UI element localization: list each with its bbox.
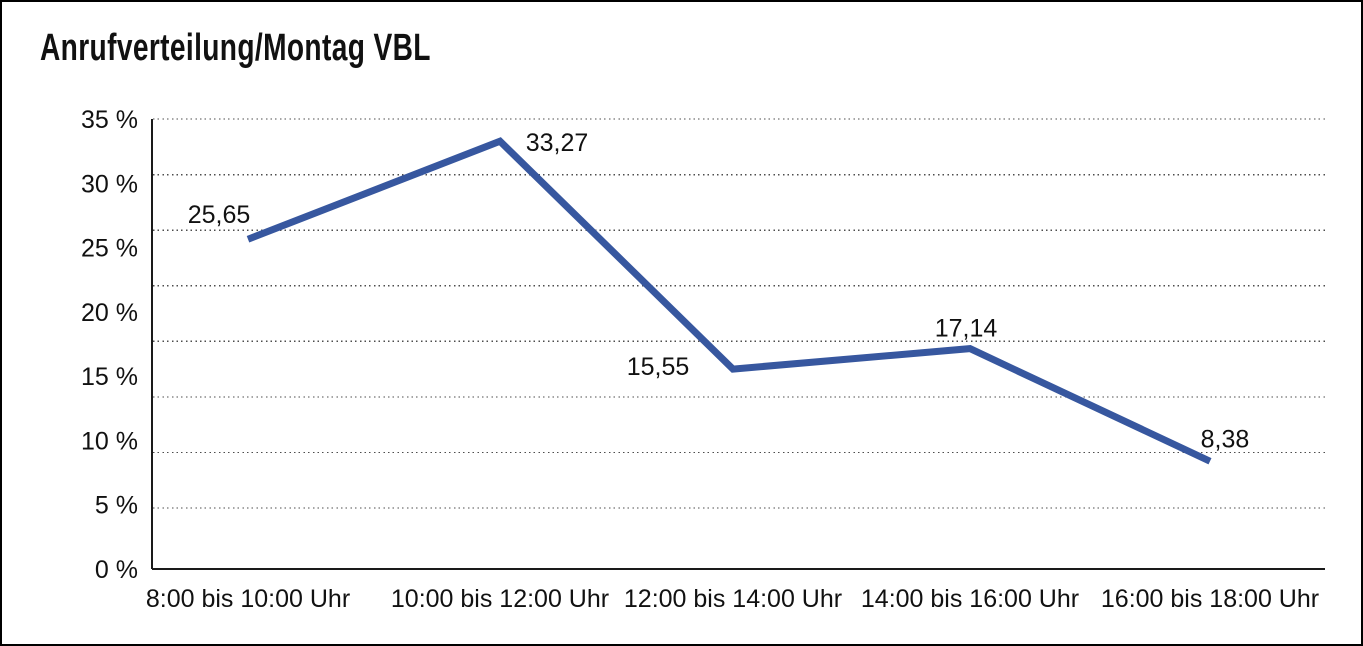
x-axis-category-label: 14:00 bis 16:00 Uhr — [861, 585, 1079, 613]
y-axis-tick-label: 35 % — [81, 106, 138, 134]
y-axis-tick-label: 0 % — [95, 556, 138, 584]
data-point-label: 25,65 — [188, 201, 251, 229]
y-axis-tick-label: 5 % — [95, 492, 138, 520]
x-axis-category-label: 12:00 bis 14:00 Uhr — [624, 585, 842, 613]
y-axis-tick-label: 25 % — [81, 235, 138, 263]
data-point-label: 33,27 — [526, 129, 589, 157]
data-point-label: 17,14 — [935, 315, 998, 343]
data-line — [246, 137, 1212, 465]
x-axis-category-label: 8:00 bis 10:00 Uhr — [146, 585, 350, 613]
y-axis-tick-label: 10 % — [81, 427, 138, 455]
data-point-label: 8,38 — [1201, 425, 1250, 453]
chart-title: Anrufverteilung/Montag VBL — [40, 27, 431, 69]
y-axis-tick-label: 20 % — [81, 299, 138, 327]
y-axis-tick-label: 15 % — [81, 363, 138, 391]
x-axis-category-label: 10:00 bis 12:00 Uhr — [391, 585, 609, 613]
data-point-label: 15,55 — [627, 353, 690, 381]
y-axis-tick-label: 30 % — [81, 170, 138, 198]
x-axis-category-label: 16:00 bis 18:00 Uhr — [1101, 585, 1319, 613]
